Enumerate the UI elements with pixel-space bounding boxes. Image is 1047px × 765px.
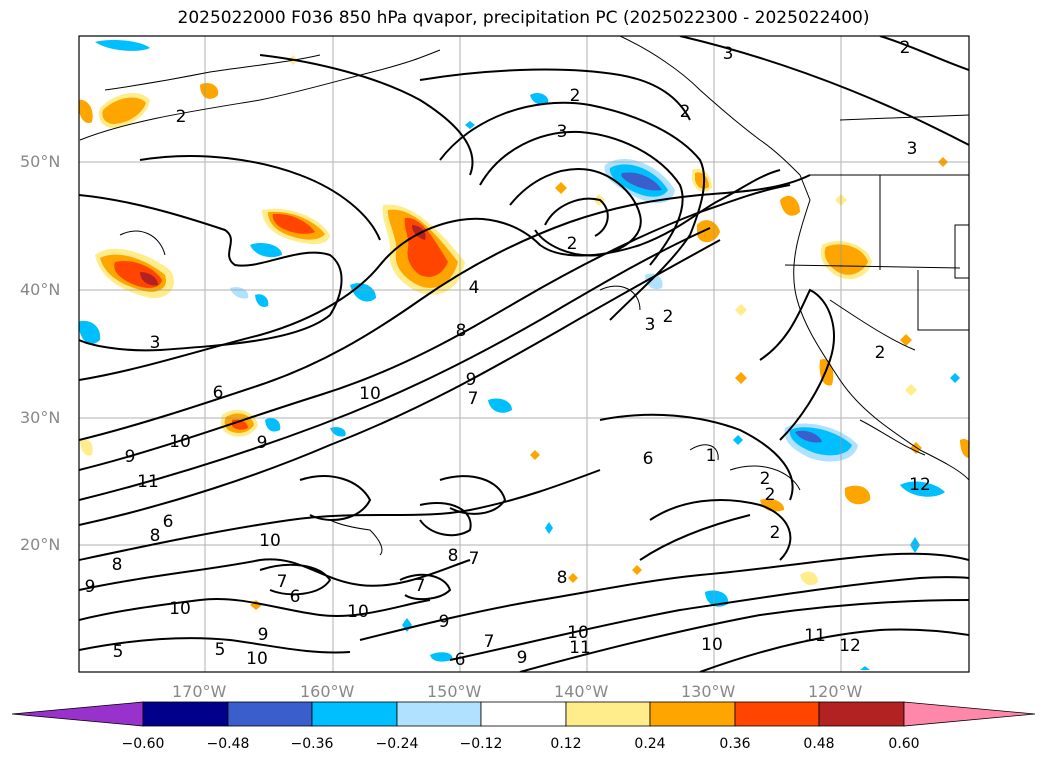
lon-label-150w: 150°W xyxy=(427,682,482,701)
contour-label: 9 xyxy=(125,447,136,467)
contour-label: 10 xyxy=(347,602,369,622)
contour-label: 10 xyxy=(246,649,268,669)
contour-label: 9 xyxy=(85,577,96,597)
contour-label: 10 xyxy=(567,623,589,643)
colorbar-segment xyxy=(649,701,736,727)
contour-label: 7 xyxy=(277,572,288,592)
map-area xyxy=(79,36,969,672)
contour-label: 8 xyxy=(448,546,459,566)
coastlines xyxy=(79,36,969,556)
colorbar-segment xyxy=(227,701,313,727)
contour-label: 10 xyxy=(359,384,381,404)
map-frame xyxy=(78,35,970,673)
colorbar-segment xyxy=(480,701,567,727)
contour-label: 9 xyxy=(466,370,477,390)
contour-label: 3 xyxy=(907,139,918,159)
contour-label: 3 xyxy=(645,315,656,335)
contour-label: 10 xyxy=(701,635,723,655)
contour-label: 2 xyxy=(765,485,776,505)
colorbar-segment xyxy=(396,701,482,727)
contour-label: 7 xyxy=(484,632,495,652)
contour-label: 2 xyxy=(567,234,578,254)
contour-label: 9 xyxy=(257,433,268,453)
colorbar-tick-label: 0.36 xyxy=(719,736,751,752)
colorbar-segment xyxy=(818,701,905,727)
map-title: 2025022000 F036 850 hPa qvapor, precipit… xyxy=(177,8,870,28)
contour-label: 3 xyxy=(557,122,568,142)
contour-label: 9 xyxy=(439,612,450,632)
colorbar-segment xyxy=(903,701,1036,727)
colorbar-tick-label: 0.24 xyxy=(634,736,666,752)
contour-label: 9 xyxy=(258,625,269,645)
contour-label: 11 xyxy=(137,472,159,492)
colorbar-tick-label: −0.24 xyxy=(375,736,419,752)
contour-label: 6 xyxy=(290,587,301,607)
gridlines xyxy=(79,36,969,672)
lat-label-50n: 50°N xyxy=(20,152,61,171)
lon-label-120w: 120°W xyxy=(808,682,863,701)
contour-label: 4 xyxy=(469,278,480,298)
contour-label: 10 xyxy=(169,599,191,619)
thin-contours xyxy=(119,230,801,491)
contour-label: 2 xyxy=(570,86,581,106)
colorbar-tick-label: 0.48 xyxy=(803,736,835,752)
contour-label: 6 xyxy=(455,650,466,670)
colorbar-tick-label: −0.36 xyxy=(290,736,334,752)
contour-label: 7 xyxy=(415,576,426,596)
precip-negative-shading xyxy=(79,40,960,670)
lon-label-160w: 160°W xyxy=(300,682,355,701)
contour-label: 1 xyxy=(706,446,717,466)
contour-label: 7 xyxy=(468,389,479,409)
contour-label: 6 xyxy=(643,449,654,469)
lat-label-30n: 30°N xyxy=(20,408,61,427)
contour-label: 7 xyxy=(469,549,480,569)
contour-label: 10 xyxy=(259,531,281,551)
contour-label: 11 xyxy=(569,638,591,658)
contour-label: 5 xyxy=(113,642,124,662)
contour-label: 8 xyxy=(150,526,161,546)
contour-label: 6 xyxy=(163,512,174,532)
contour-label: 12 xyxy=(839,636,861,656)
contour-label: 2 xyxy=(875,343,886,363)
contour-label: 5 xyxy=(215,640,226,660)
contour-label: 2 xyxy=(760,469,771,489)
contour-label: 6 xyxy=(213,383,224,403)
lon-label-130w: 130°W xyxy=(681,682,736,701)
contour-label: 8 xyxy=(456,321,467,341)
colorbar-segment xyxy=(311,701,398,727)
contour-label: 3 xyxy=(723,44,734,64)
contour-label: 2 xyxy=(176,107,187,127)
contour-label: 10 xyxy=(169,432,191,452)
lat-label-20n: 20°N xyxy=(20,535,61,554)
qvapor-contours xyxy=(79,36,969,672)
contour-label: 2 xyxy=(900,38,911,58)
colorbar-segment xyxy=(11,701,144,727)
contour-label: 8 xyxy=(112,555,123,575)
contour-label: 3 xyxy=(150,333,161,353)
lon-label-170w: 170°W xyxy=(172,682,227,701)
contour-label: 2 xyxy=(663,307,674,327)
lat-label-40n: 40°N xyxy=(20,280,61,299)
colorbar xyxy=(11,701,1036,727)
contour-label: 9 xyxy=(517,648,528,668)
contour-labels: 2 2 3 3 2 3 2 4 8 6 9 10 9 7 10 11 9 8 6… xyxy=(85,38,931,670)
colorbar-tick-label: 0.60 xyxy=(888,736,920,752)
lon-label-140w: 140°W xyxy=(554,682,609,701)
colorbar-tick-label: −0.60 xyxy=(121,736,165,752)
contour-label: 2 xyxy=(770,523,781,543)
colorbar-segment xyxy=(142,701,229,727)
colorbar-tick-label: 0.12 xyxy=(550,736,582,752)
contour-label: 11 xyxy=(804,626,826,646)
contour-label: 8 xyxy=(557,568,568,588)
contour-label: 2 xyxy=(680,102,691,122)
colorbar-tick-label: −0.12 xyxy=(459,736,503,752)
contour-label: 12 xyxy=(909,475,931,495)
colorbar-segment xyxy=(565,701,651,727)
colorbar-tick-label: −0.48 xyxy=(206,736,250,752)
colorbar-segment xyxy=(734,701,820,727)
